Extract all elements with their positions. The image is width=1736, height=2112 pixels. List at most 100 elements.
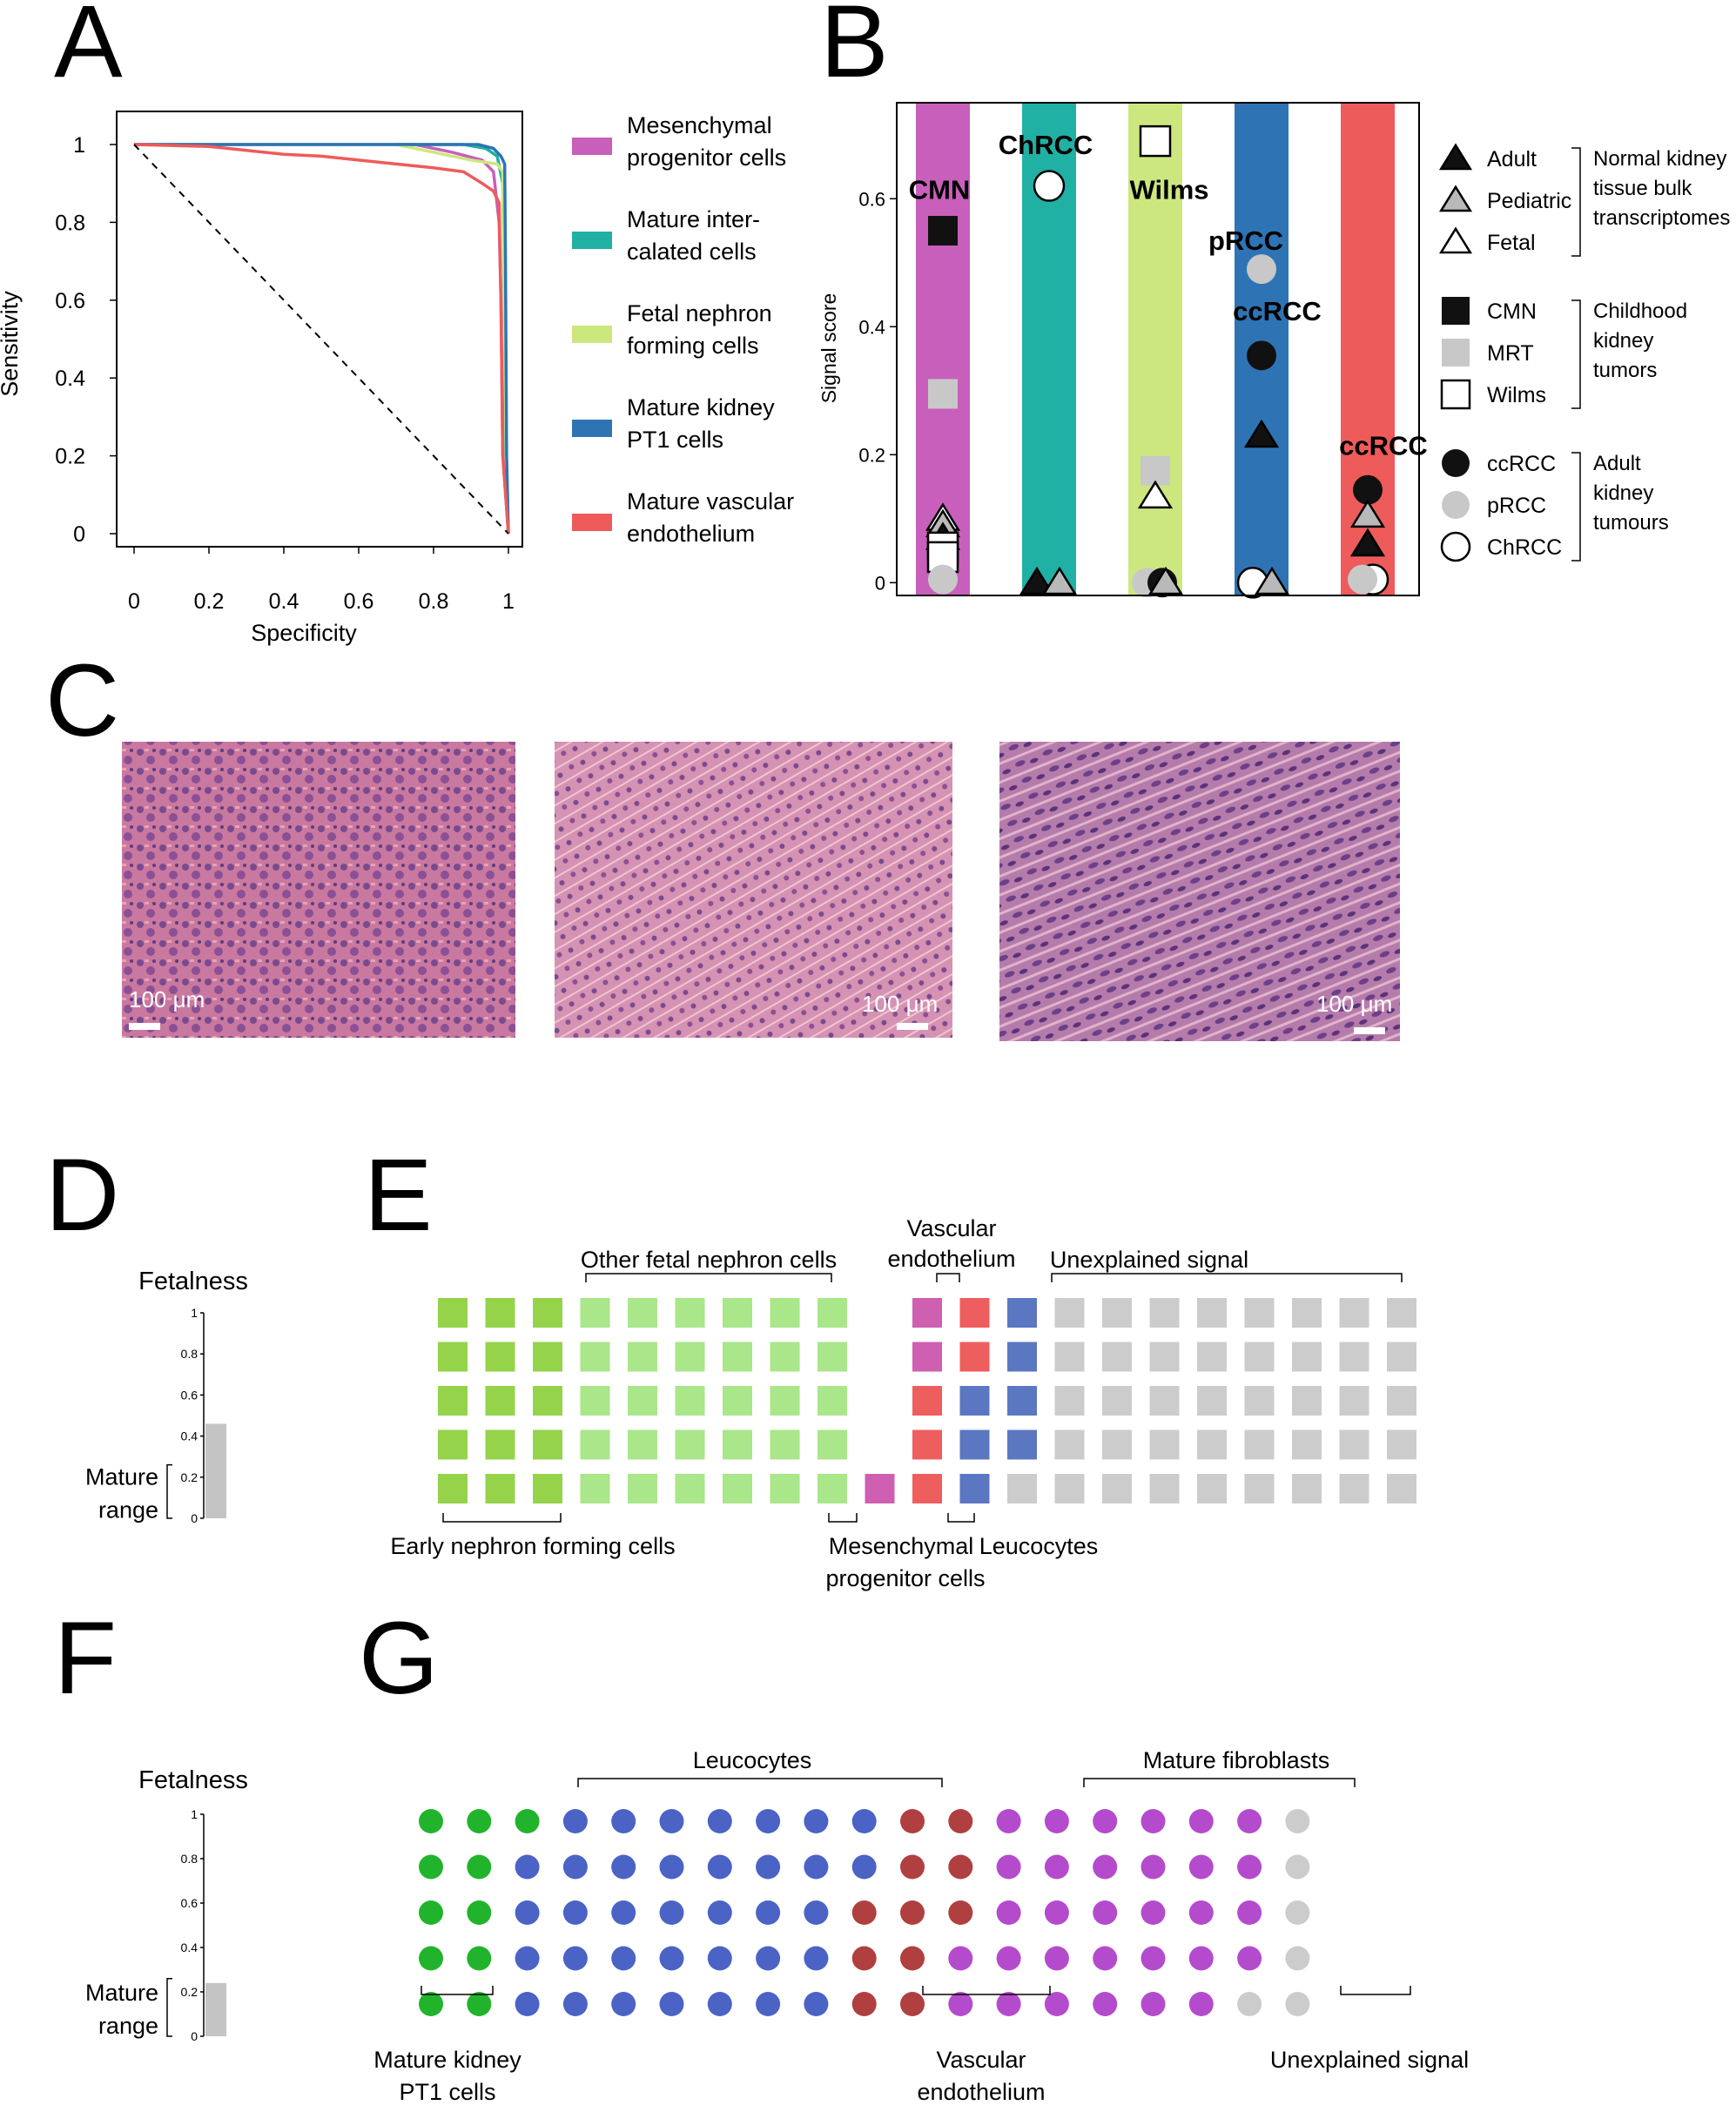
mature-range-label: range [98,2013,158,2039]
histology-image-1 [122,742,515,1038]
signal-legend-group-label: Childhood [1593,299,1687,323]
signal-grid-dot [804,1900,829,1925]
signal-grid-square [1339,1298,1369,1328]
signal-grid-square [675,1386,705,1416]
signal-grid-square [1102,1474,1132,1503]
signal-grid-dot [562,1809,588,1833]
roc-legend-swatch [572,514,612,531]
scale-bar-2 [897,1023,928,1030]
signal-legend-label: ChRCC [1487,535,1562,560]
signal-grid-square [1197,1298,1227,1328]
signal-grid-square [1149,1429,1180,1460]
signal-grid-square [1102,1386,1132,1416]
signal-grid-dot [1285,1854,1310,1880]
scale-bar-1 [129,1023,160,1030]
scale-label-3: 100 μm [1316,991,1392,1017]
mature-range-label: Mature [85,1980,158,2006]
signal-grid-square [1244,1386,1275,1416]
signal-grid-dot [1141,1809,1166,1833]
roc-legend-label: calated cells [627,239,757,265]
signal-column-bar [1128,104,1182,595]
signal-grid-dot [900,1946,925,1971]
roc-legend-label: forming cells [627,333,759,359]
roc-y-tick-label: 1 [73,133,85,158]
signal-y-tick-label: 0.6 [858,188,885,210]
roc-series-line [133,143,510,535]
signal-point-wilms [1139,124,1172,158]
label-leucocytes-g: Leucocytes [693,1747,812,1773]
fetalness-tick-label: 0.2 [181,1470,198,1484]
signal-point-prcc [1247,254,1276,285]
signal-legend-group-label: kidney [1593,329,1653,353]
signal-grid-square [580,1386,610,1416]
signal-point-prcc [928,564,958,595]
signal-grid-dot [419,1992,443,2016]
signal-grid-dot [419,1809,443,1833]
signal-y-axis-label: Signal score [818,293,840,404]
signal-grid-dot [996,1854,1021,1880]
signal-grid-square [675,1342,705,1372]
signal-grid-square [485,1429,515,1460]
roc-series-line [134,143,510,535]
signal-grid-dot [804,1809,829,1833]
signal-grid-dot [467,1900,492,1925]
signal-point-cmn [1442,297,1470,325]
label-leucocytes-e: Leucocytes [979,1533,1099,1559]
signal-grid-square [628,1342,657,1372]
signal-point-adult [1243,419,1280,448]
signal-grid-square [912,1342,942,1372]
signal-grid-square [438,1386,468,1416]
signal-grid-dot [851,1946,877,1971]
signal-grid-square [485,1298,515,1328]
fetalness-tick-label: 0.4 [181,1940,198,1954]
fetalness-tick-label: 1 [191,1306,198,1320]
signal-annotation: ccRCC [1233,296,1322,326]
signal-annotation: CMN [909,174,971,205]
signal-legend-group-label: tumours [1593,511,1669,535]
signal-grid-dot [467,1854,492,1880]
roc-legend-label: Mature vascular [627,488,794,515]
signal-grid-square [1292,1342,1322,1372]
signal-grid-dot [1141,1854,1166,1880]
signal-point-mrt [1442,339,1470,367]
fetalness-title-d: Fetalness [138,1268,248,1295]
signal-grid-dot [900,1992,925,2016]
signal-grid-dot [948,1900,973,1925]
roc-x-tick-label: 0 [128,589,140,614]
signal-grid-square [959,1342,990,1372]
fetalness-bar [205,1982,226,2036]
label-mature-kidney: Mature kidney [373,2047,521,2073]
signal-grid-dot [1141,1992,1166,2016]
signal-legend-group-label: Normal kidney [1593,147,1726,171]
signal-grid-dot [1093,1854,1118,1880]
signal-legend-label: pRCC [1487,494,1546,518]
signal-legend-label: CMN [1487,299,1537,324]
signal-annotation: Wilms [1129,174,1208,205]
signal-legend-label: Pediatric [1487,189,1571,213]
panel-label-a: A [54,0,123,99]
roc-y-tick-label: 0.4 [55,367,85,391]
signal-grid-square [1197,1386,1227,1416]
signal-grid-square [1007,1429,1037,1460]
roc-y-tick-label: 0.6 [55,289,85,313]
panel-e-signal-grid: Other fetal nephron cells Vascular endot… [390,1215,1416,1591]
histology-image-3 [999,742,1400,1041]
signal-y-tick-label: 0.2 [858,444,885,466]
signal-grid-square [1197,1342,1227,1372]
signal-grid-dot [756,1809,781,1833]
signal-point-chrcc [1440,531,1471,562]
label-other-fetal-nephron-cells: Other fetal nephron cells [581,1247,837,1273]
signal-legend-bracket [1571,147,1581,257]
signal-grid-square [1054,1474,1085,1503]
signal-grid-dot [756,1946,781,1971]
signal-point-prcc [1348,564,1377,595]
signal-grid-dot [1141,1900,1166,1925]
signal-grid-square [723,1429,752,1460]
signal-grid-dot [1044,1854,1069,1880]
signal-grid-square [675,1474,705,1503]
signal-grid-dot [659,1992,684,2016]
signal-grid-square [438,1298,468,1328]
signal-grid-dot [756,1900,781,1925]
signal-grid-square [818,1298,847,1328]
signal-grid-square [1387,1342,1416,1372]
